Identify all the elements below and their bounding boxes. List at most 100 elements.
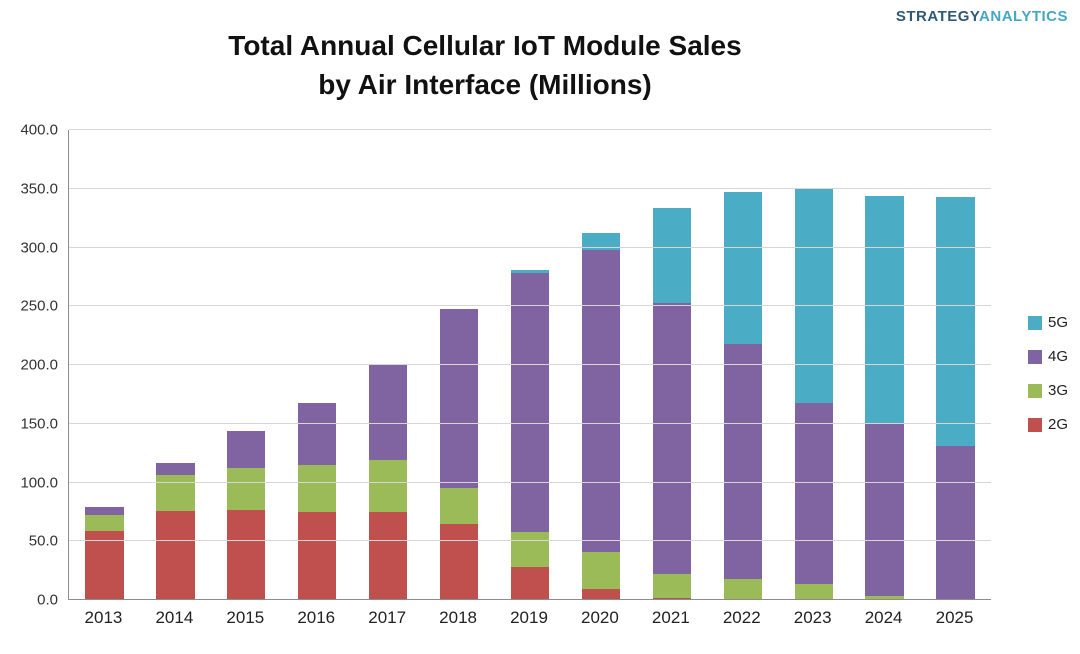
y-tick-label: 300.0 — [20, 239, 58, 256]
y-tick-label: 200.0 — [20, 356, 58, 374]
stacked-bar-2022 — [723, 130, 762, 600]
gridline — [69, 481, 991, 483]
bar-segment-5g-2019 — [510, 269, 550, 274]
bars-container — [69, 130, 991, 600]
bar-segment-4g-2019 — [510, 273, 550, 532]
bar-segment-4g-2017 — [369, 365, 408, 461]
x-tick-label-2014: 2014 — [155, 608, 194, 627]
stacked-bar-2020 — [581, 130, 621, 600]
bar-slot-2024 — [849, 130, 920, 600]
x-tick-label-2023: 2023 — [793, 608, 832, 627]
bar-slot-2015 — [211, 130, 282, 600]
bar-segment-3g-2014 — [156, 475, 195, 511]
y-axis: 0.0 50.0 100.0 150.0 200.0 250.0 300.0 350.0 400… — [0, 122, 62, 609]
bar-segment-5g-2021 — [652, 207, 691, 303]
brand-logo: STRATEGYANALYTICS — [896, 8, 1068, 25]
bar-segment-5g-2022 — [723, 192, 762, 344]
bar-segment-2g-2015 — [227, 509, 266, 600]
gridline — [69, 187, 991, 189]
bar-slot-2013 — [69, 130, 140, 600]
bar-slot-2019 — [495, 130, 566, 600]
legend-item-4g: 4G — [1028, 348, 1068, 365]
bar-segment-3g-2017 — [369, 460, 408, 512]
x-tick-label-2017: 2017 — [368, 608, 407, 627]
bar-slot-2016 — [282, 130, 353, 600]
bar-segment-2g-2019 — [510, 567, 550, 600]
bar-segment-4g-2016 — [298, 402, 337, 465]
x-tick-label-2025: 2025 — [935, 608, 974, 627]
gridline — [69, 540, 991, 542]
stacked-bar-2021 — [652, 130, 691, 600]
bar-segment-3g-2024 — [865, 596, 904, 600]
bar-segment-5g-2024 — [865, 195, 904, 423]
bar-segment-3g-2013 — [85, 515, 124, 531]
legend-label-4g: 4G — [1048, 348, 1069, 365]
bar-segment-3g-2018 — [439, 488, 479, 524]
legend-item-2g: 2G — [1028, 416, 1068, 433]
legend-swatch-4g — [1028, 349, 1042, 364]
bar-segment-4g-2024 — [865, 422, 904, 597]
gridline — [69, 129, 991, 130]
bar-segment-4g-2023 — [794, 402, 833, 584]
legend: 5G 4G 3G 2G — [1028, 314, 1068, 450]
stacked-bar-2013 — [85, 130, 124, 600]
x-tick-label-2019: 2019 — [510, 608, 548, 627]
gridline — [69, 246, 991, 248]
bar-segment-2g-2017 — [369, 511, 408, 600]
legend-label-3g: 3G — [1048, 382, 1069, 399]
bar-segment-2g-2014 — [156, 510, 195, 600]
bar-segment-4g-2025 — [936, 446, 975, 599]
bar-slot-2020 — [565, 130, 636, 600]
x-tick-label-2021: 2021 — [651, 608, 690, 627]
stacked-bar-2016 — [298, 130, 337, 600]
y-tick-label: 400.0 — [20, 121, 58, 139]
legend-label-2g: 2G — [1048, 416, 1069, 433]
x-tick-label-2018: 2018 — [439, 608, 477, 627]
legend-label-5g: 5G — [1048, 314, 1069, 331]
bar-segment-2g-2013 — [85, 530, 124, 600]
stacked-bar-2015 — [227, 130, 266, 600]
bar-segment-5g-2020 — [581, 233, 621, 250]
bar-segment-4g-2020 — [581, 249, 621, 552]
legend-item-3g: 3G — [1028, 382, 1068, 399]
gridline — [69, 364, 991, 365]
legend-item-5g: 5G — [1028, 314, 1068, 331]
bar-segment-3g-2016 — [298, 464, 337, 512]
legend-swatch-5g — [1028, 315, 1042, 330]
brand-logo-analytics: ANALYTICS — [979, 8, 1068, 25]
bar-segment-3g-2015 — [227, 468, 266, 510]
bar-segment-3g-2021 — [652, 574, 691, 598]
bar-segment-4g-2021 — [652, 302, 691, 575]
stacked-bar-2024 — [865, 130, 904, 600]
bar-segment-2g-2016 — [298, 511, 337, 600]
bar-slot-2018 — [424, 130, 495, 600]
bar-slot-2017 — [353, 130, 424, 600]
bar-segment-3g-2020 — [581, 551, 621, 590]
x-axis: 2013 2014 2015 2016 2017 2018 2019 2020 2021 2022… — [68, 608, 990, 628]
stacked-bar-2017 — [369, 130, 408, 600]
stacked-bar-2025 — [936, 130, 975, 600]
gridline — [69, 422, 991, 424]
bar-segment-4g-2014 — [156, 462, 195, 476]
x-tick-label-2016: 2016 — [297, 608, 336, 627]
stacked-bar-2018 — [439, 130, 479, 600]
bar-segment-3g-2022 — [723, 578, 762, 599]
chart-title-line1: Total Annual Cellular IoT Module Sales — [228, 30, 742, 61]
plot-area — [68, 129, 991, 600]
legend-swatch-2g — [1028, 417, 1042, 432]
bar-slot-2014 — [140, 130, 211, 600]
x-tick-label-2013: 2013 — [84, 608, 123, 627]
y-tick-label: 250.0 — [20, 297, 58, 315]
chart-title-line2: by Air Interface (Millions) — [318, 69, 652, 100]
legend-swatch-3g — [1028, 383, 1042, 398]
x-tick-label-2024: 2024 — [864, 608, 903, 627]
y-tick-label: 50.0 — [28, 532, 58, 550]
x-tick-label-2022: 2022 — [722, 608, 761, 627]
y-tick-label: 150.0 — [20, 415, 58, 433]
bar-slot-2025 — [920, 130, 991, 600]
bar-slot-2023 — [778, 130, 849, 600]
stacked-bar-2019 — [510, 130, 550, 600]
bar-segment-2g-2020 — [581, 589, 621, 600]
bar-segment-5g-2023 — [794, 188, 833, 403]
bar-slot-2022 — [707, 130, 778, 600]
